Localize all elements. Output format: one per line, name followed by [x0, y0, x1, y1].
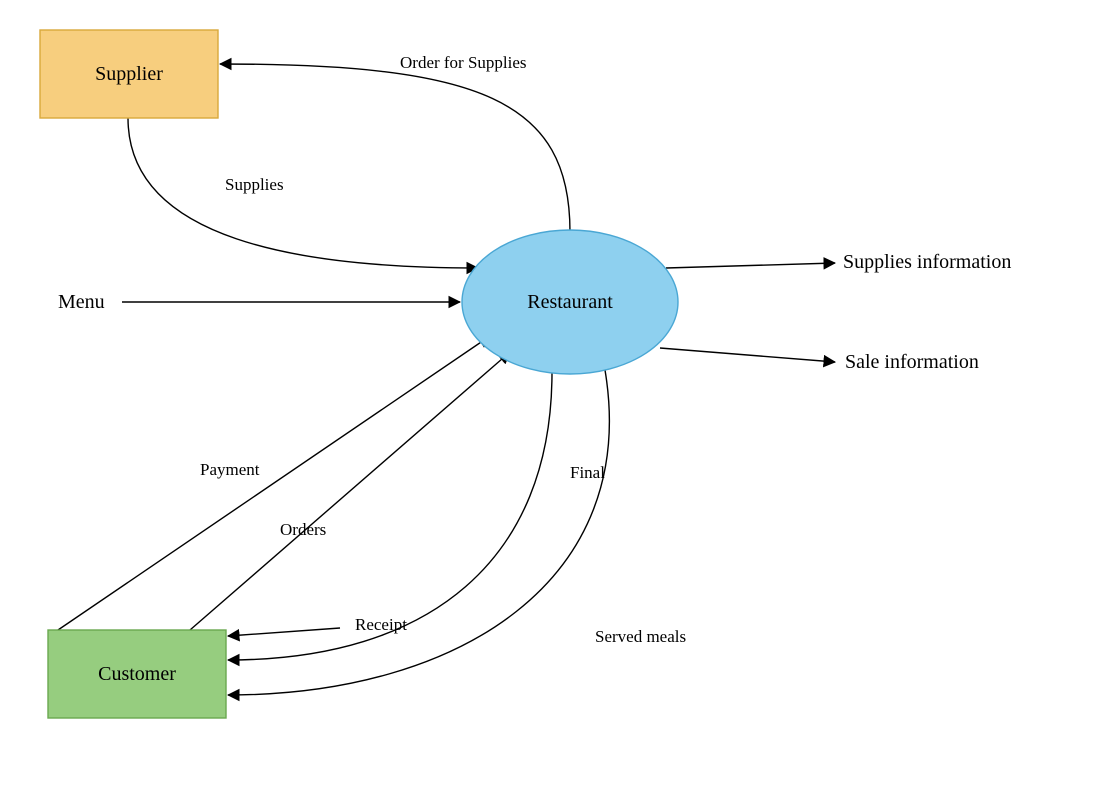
edge-payment — [58, 336, 490, 630]
edge-receipt — [228, 628, 340, 636]
edge-served-meals-label: Served meals — [595, 627, 686, 646]
edge-receipt-label: Receipt — [355, 615, 407, 634]
label-sale-info: Sale information — [845, 351, 979, 373]
edge-supplies-info — [666, 263, 835, 268]
edge-supplies-label: Supplies — [225, 175, 284, 194]
edge-order-for-supplies — [220, 64, 570, 232]
node-customer-label: Customer — [98, 663, 176, 685]
edge-final-label: Final — [570, 463, 605, 482]
edge-orders-label: Orders — [280, 520, 326, 539]
node-supplier: Supplier — [40, 30, 218, 118]
edge-order-for-supplies-label: Order for Supplies — [400, 53, 527, 72]
node-customer: Customer — [48, 630, 226, 718]
node-restaurant: Restaurant — [462, 230, 678, 374]
label-menu: Menu — [58, 291, 105, 313]
edge-sale-info — [660, 348, 835, 362]
label-supplies-info: Supplies information — [843, 251, 1011, 273]
edge-payment-label: Payment — [200, 460, 260, 479]
node-restaurant-label: Restaurant — [527, 291, 613, 313]
node-supplier-label: Supplier — [95, 63, 163, 85]
edge-supplies — [128, 118, 478, 268]
dfd-diagram: Order for Supplies Supplies Menu Supplie… — [0, 0, 1095, 789]
edge-orders — [190, 352, 510, 630]
